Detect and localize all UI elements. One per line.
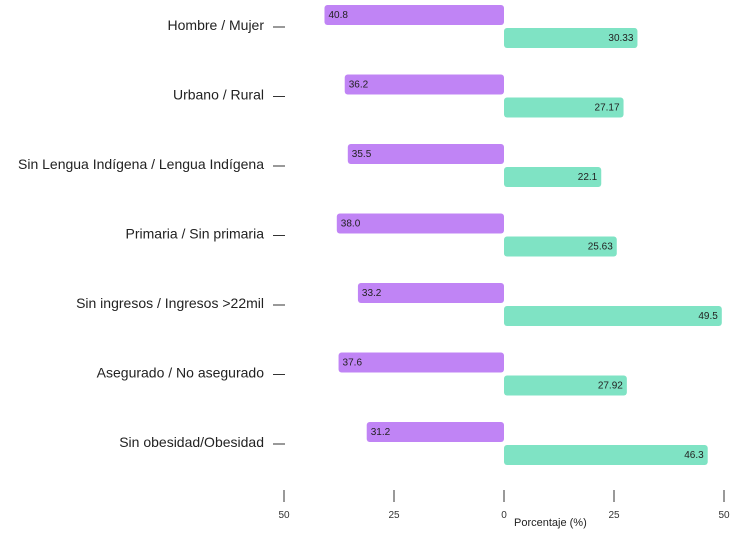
- bar-left-value: 33.2: [362, 288, 382, 299]
- bar-left: [338, 352, 504, 373]
- bar-right-value: 30.33: [608, 33, 633, 44]
- category-label: Sin obesidad/Obesidad: [119, 434, 264, 450]
- category-label: Urbano / Rural: [173, 87, 264, 103]
- bar-right: [504, 167, 602, 187]
- bar-left-value: 37.6: [343, 358, 363, 369]
- bar-left-value: 36.2: [349, 80, 369, 91]
- bar-left: [347, 144, 504, 164]
- bar-right-value: 49.5: [698, 311, 718, 322]
- bar-left: [366, 422, 504, 442]
- bar-right-value: 46.3: [684, 450, 704, 461]
- x-axis-title: Porcentaje (%): [514, 517, 587, 529]
- x-tick-label: 25: [388, 510, 400, 521]
- bar-right: [504, 236, 617, 257]
- x-axis: 50 25 0 25 50: [278, 490, 730, 521]
- x-tick-label: 50: [718, 510, 730, 521]
- category-label: Hombre / Mujer: [168, 17, 265, 33]
- bar-right: [504, 97, 624, 118]
- bar-left-value: 31.2: [371, 427, 391, 438]
- bar-right: [504, 445, 708, 465]
- bar-left-value: 35.5: [352, 149, 372, 160]
- bar-right: [504, 375, 627, 396]
- bar-left: [324, 5, 504, 25]
- bar-right-value: 25.63: [588, 242, 613, 253]
- x-tick-label: 0: [501, 510, 507, 521]
- bar-right-value: 27.92: [598, 381, 623, 392]
- category-label: Sin ingresos / Ingresos >22mil: [76, 295, 264, 311]
- bar-left: [357, 283, 504, 303]
- category-label: Primaria / Sin primaria: [126, 226, 265, 242]
- bar-right-value: 22.1: [578, 172, 598, 183]
- bar-right-value: 27.17: [595, 103, 620, 114]
- bars: 40.8 30.33 36.2 27.17 35.5 22.1 38.0 25.63 33.2 4…: [324, 5, 722, 465]
- bar-left-value: 40.8: [328, 10, 348, 21]
- bar-right: [504, 28, 638, 48]
- category-label: Asegurado / No asegurado: [97, 365, 265, 381]
- bar-left-value: 38.0: [341, 219, 361, 230]
- category-labels: Hombre / Mujer Urbano / Rural Sin Lengua I…: [18, 17, 285, 450]
- bar-left: [336, 213, 504, 234]
- bar-left: [344, 74, 504, 95]
- x-tick-label: 25: [608, 510, 620, 521]
- bar-right: [504, 306, 722, 326]
- category-label: Sin Lengua Indígena / Lengua Indígena: [18, 156, 264, 172]
- x-tick-label: 50: [278, 510, 290, 521]
